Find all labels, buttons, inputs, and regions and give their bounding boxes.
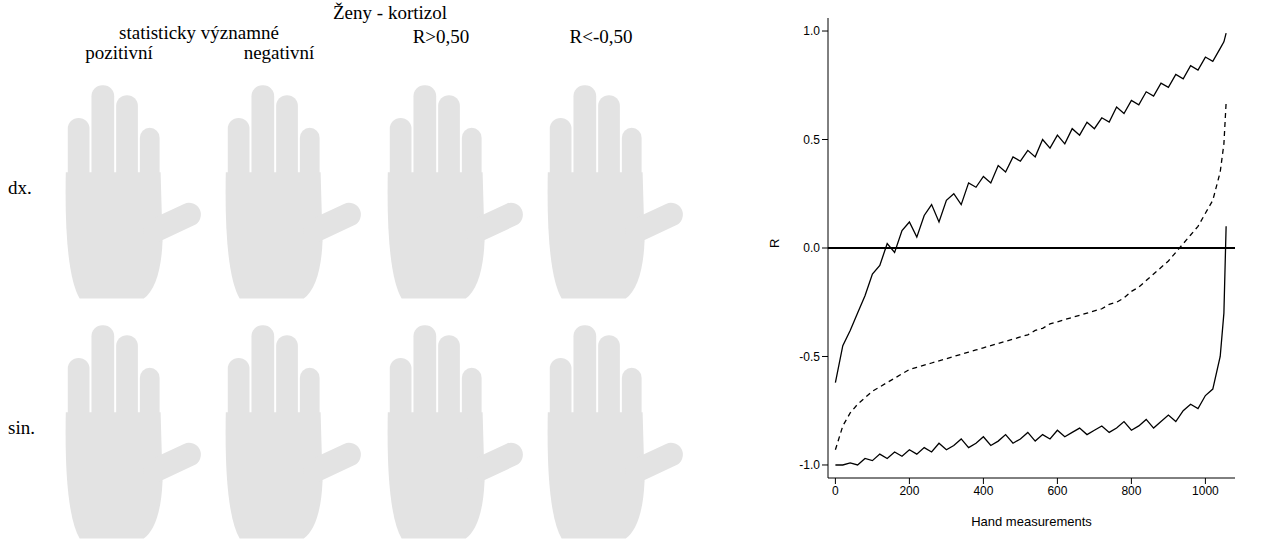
svg-text:1.0: 1.0 — [803, 24, 820, 38]
svg-text:800: 800 — [1121, 484, 1141, 498]
html-text:negativní: negativní — [243, 42, 315, 63]
html-text:R>0,50: R>0,50 — [412, 26, 470, 47]
svg-text:0: 0 — [832, 484, 839, 498]
svg-text:1000: 1000 — [1192, 484, 1219, 498]
svg-text:0.0: 0.0 — [803, 241, 820, 255]
svg-text:-1.0: -1.0 — [799, 458, 820, 472]
svg-text:Hand measurements: Hand measurements — [971, 514, 1092, 529]
html-text:dx.: dx. — [8, 177, 32, 198]
svg-text:0.5: 0.5 — [803, 133, 820, 147]
html-text:Ženy - kortizol: Ženy - kortizol — [333, 2, 447, 23]
html-text:statisticky významné: statisticky významné — [119, 22, 279, 43]
html-text:pozitivní: pozitivní — [85, 42, 153, 63]
svg-text:R: R — [767, 239, 782, 248]
svg-text:400: 400 — [973, 484, 993, 498]
svg-text:600: 600 — [1047, 484, 1067, 498]
html-text:R<-0,50: R<-0,50 — [569, 26, 633, 47]
svg-text:-0.5: -0.5 — [799, 350, 820, 364]
svg-text:200: 200 — [899, 484, 919, 498]
html-text:sin.: sin. — [8, 417, 35, 438]
